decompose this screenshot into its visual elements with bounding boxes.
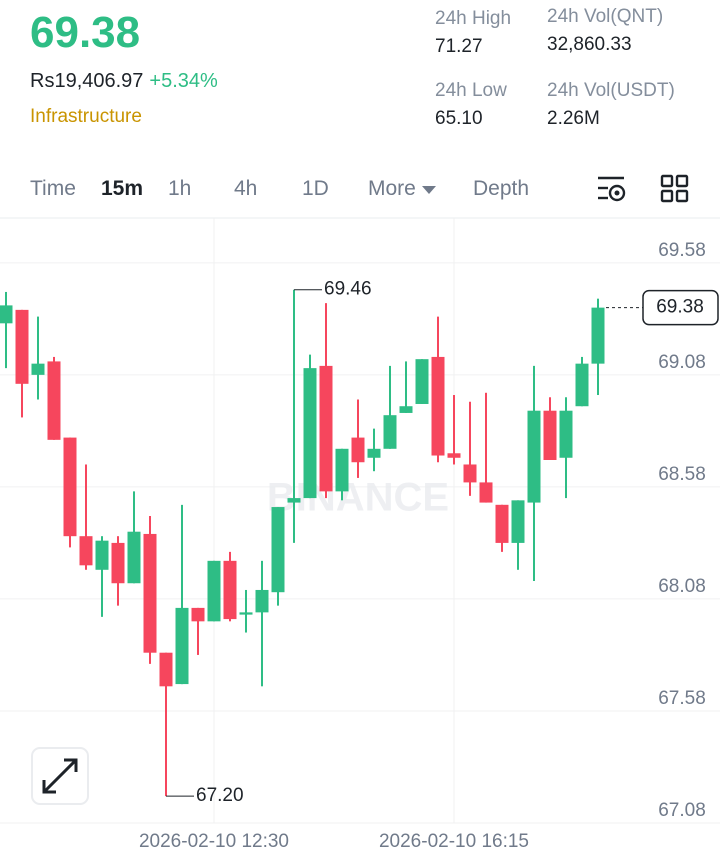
- y-tick-label: 69.58: [658, 240, 706, 261]
- candle-body: [367, 448, 381, 458]
- candle-body: [143, 533, 157, 653]
- candle-body: [303, 368, 317, 499]
- candle-body: [383, 415, 397, 449]
- candle-body: [431, 356, 445, 456]
- stat-value: 2.26M: [547, 108, 600, 129]
- candle-body: [15, 309, 29, 384]
- stat-value: 65.10: [435, 108, 483, 129]
- tab[interactable]: 4h: [234, 177, 258, 200]
- stat: 24h Vol(USDT) 2.26M: [547, 80, 675, 130]
- candle-body: [351, 437, 365, 463]
- stat: 24h High 71.27: [435, 8, 511, 58]
- candle-body: [207, 560, 221, 622]
- candle-body: [111, 542, 125, 584]
- candle-body: [255, 589, 269, 613]
- candle-body: [159, 652, 173, 687]
- dropdown-arrow: [421, 186, 436, 194]
- candle-body: [31, 363, 45, 375]
- stat: 24h Low 65.10: [435, 80, 507, 130]
- tab[interactable]: Time: [30, 177, 76, 200]
- candle-body: [335, 448, 349, 492]
- x-tick-label: 2026-02-10 16:15: [379, 831, 529, 852]
- price-change: +5.34%: [149, 70, 218, 92]
- fiat-price-row: Rs19,406.97 +5.34%: [30, 70, 218, 93]
- stat-value: 32,860.33: [547, 34, 632, 55]
- y-tick-label: 68.08: [658, 576, 706, 597]
- candle-body: [287, 498, 301, 503]
- candle-body: [511, 500, 525, 543]
- candle-body: [591, 307, 605, 364]
- candle-body: [79, 536, 93, 566]
- last-price: 69.38: [30, 8, 141, 57]
- candle-body: [495, 504, 509, 543]
- x-tick-label: 2026-02-10 12:30: [139, 831, 289, 852]
- y-tick-label: 67.08: [658, 800, 706, 821]
- watermark: BINANCE: [267, 476, 449, 520]
- candle-body: [47, 361, 61, 440]
- candle-body: [527, 410, 541, 503]
- candle-body: [559, 410, 573, 458]
- candle-body: [319, 365, 333, 492]
- stat-label: 24h Vol(QNT): [547, 6, 664, 27]
- candle-body: [399, 406, 413, 413]
- layout-icon[interactable]: [660, 174, 690, 204]
- stat-label: 24h High: [435, 8, 512, 29]
- candle-body: [479, 482, 493, 503]
- candle-body: [127, 531, 141, 584]
- last-price-box: [642, 289, 719, 326]
- high-label: 69.46: [324, 279, 372, 300]
- candle-body: [0, 305, 13, 324]
- candle-body: [543, 410, 557, 460]
- tab-label: More: [368, 177, 416, 200]
- candle-body: [463, 464, 477, 483]
- fullscreen-icon: [42, 758, 78, 794]
- candle-body: [175, 607, 189, 685]
- stat-label: 24h Vol(USDT): [547, 80, 675, 101]
- tab[interactable]: 1D: [302, 177, 329, 200]
- fiat-price: Rs19,406.97: [30, 70, 144, 92]
- candle-body: [239, 612, 253, 615]
- candle-body: [575, 363, 589, 407]
- chart-settings-icon[interactable]: [596, 174, 628, 204]
- candle-body: [271, 507, 285, 593]
- candle-body: [415, 359, 429, 404]
- candle-body: [223, 560, 237, 620]
- y-tick-label: 67.58: [658, 688, 706, 709]
- candle-body: [191, 607, 205, 622]
- tab-selected[interactable]: 15m: [101, 177, 144, 200]
- stat: 24h Vol(QNT) 32,860.33: [547, 6, 663, 56]
- low-label: 67.20: [196, 785, 244, 806]
- stat-value: 71.27: [435, 36, 483, 57]
- category-tag[interactable]: Infrastructure: [30, 106, 142, 127]
- last-price-label: 69.38: [656, 297, 704, 318]
- candle-body: [63, 437, 77, 537]
- candle-body: [447, 453, 461, 458]
- candle-body: [95, 540, 109, 570]
- tab[interactable]: 1h: [168, 177, 192, 200]
- tab[interactable]: Depth: [473, 177, 530, 200]
- tab[interactable]: More: [368, 177, 436, 201]
- stat-label: 24h Low: [435, 80, 507, 101]
- y-tick-label: 68.58: [658, 464, 706, 485]
- y-tick-label: 69.08: [658, 352, 706, 373]
